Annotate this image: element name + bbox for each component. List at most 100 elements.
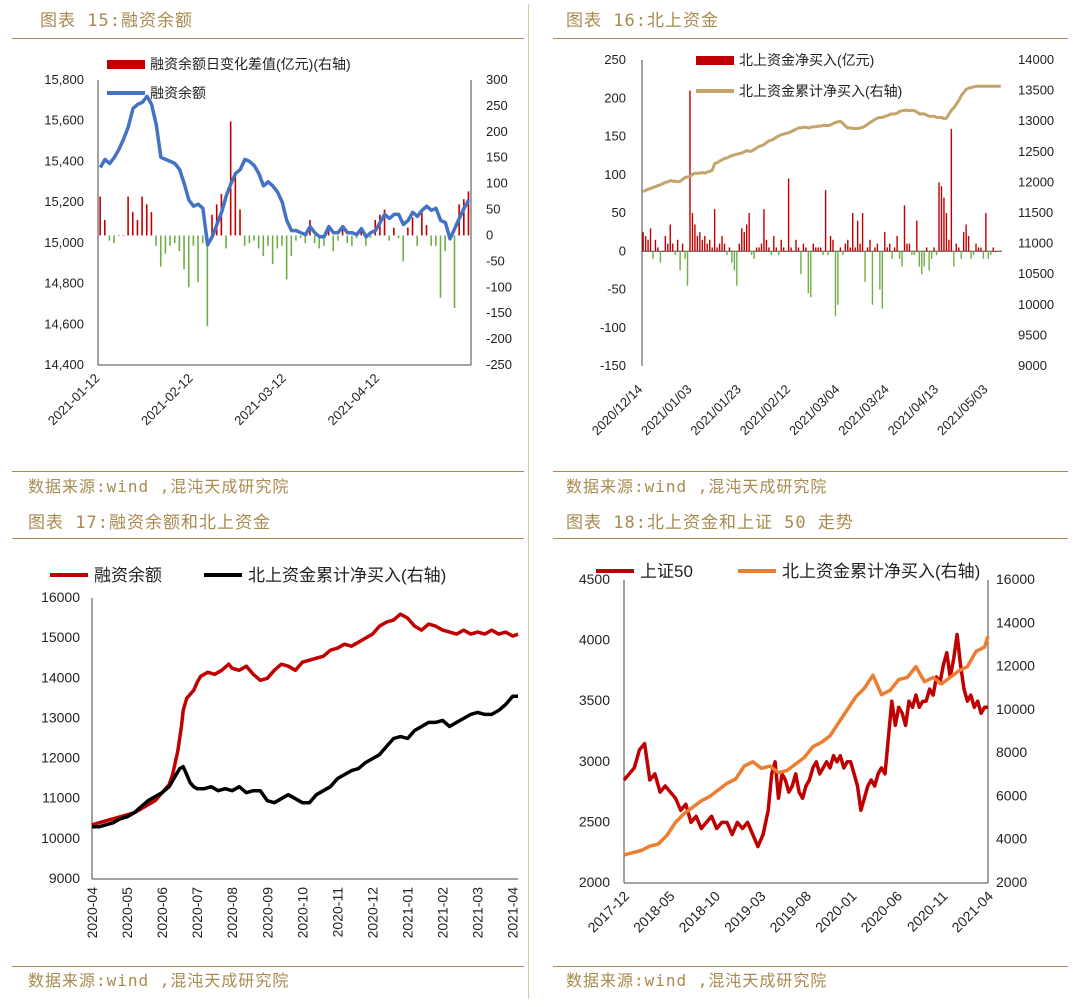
bar-day-change	[253, 235, 255, 241]
bar-day-change	[453, 235, 456, 308]
line-cumulative-net-buy	[642, 84, 1001, 193]
bar-daily-net-buy	[807, 251, 810, 294]
chart-16: -150 -100 -50 0 50 100 150 200 250 9000 9500 10000 1…	[589, 52, 1054, 439]
chart18-x-tick-label: 2018-10	[675, 888, 723, 936]
chart15-x-tick-label: 2021-03-12	[231, 371, 289, 429]
bar-daily-net-buy	[721, 235, 723, 252]
y-axis-tick-label: 13000	[41, 709, 80, 725]
bar-daily-net-buy	[906, 243, 908, 252]
chart17-x-tick-label: 2020-10	[294, 887, 310, 939]
bar-daily-net-buy	[684, 251, 686, 259]
chart-18: 2000 2500 3000 3500 4000 4500 2000 4000 6000 8000…	[579, 562, 1035, 936]
right-axis-tick-label: -250	[486, 357, 512, 372]
bar-day-change	[150, 212, 153, 236]
bar-daily-net-buy	[886, 247, 888, 252]
bar-daily-net-buy	[896, 235, 898, 252]
left-axis-tick-label: 14,600	[44, 316, 84, 331]
bar-daily-net-buy	[908, 243, 911, 252]
bar-daily-net-buy	[778, 251, 780, 256]
bar-daily-net-buy	[736, 251, 738, 286]
bar-daily-net-buy	[662, 251, 664, 252]
bar-daily-net-buy	[822, 251, 824, 256]
bar-daily-net-buy	[852, 213, 854, 252]
bar-day-change	[201, 235, 204, 244]
bar-daily-net-buy	[913, 251, 916, 256]
bar-daily-net-buy	[785, 251, 787, 252]
bar-day-change	[117, 235, 120, 236]
bar-day-change	[365, 235, 367, 246]
bar-daily-net-buy	[982, 251, 985, 259]
left-axis-tick-label: 4000	[579, 632, 610, 648]
bar-daily-net-buy	[844, 243, 847, 252]
bar-day-change	[225, 235, 227, 249]
bar-day-change	[388, 235, 391, 241]
bar-daily-net-buy	[691, 213, 694, 252]
legend-label-northbound: 北上资金累计净买入(右轴)	[248, 566, 446, 585]
bar-daily-net-buy	[827, 251, 829, 256]
bar-day-change	[341, 225, 344, 236]
panel-15-footer-rule	[12, 471, 524, 472]
bar-daily-net-buy	[837, 251, 839, 305]
chart17-x-tick-label: 2020-11	[329, 887, 345, 938]
line-margin-balance	[98, 94, 471, 247]
bar-day-change	[299, 235, 302, 239]
bar-daily-net-buy	[950, 128, 953, 252]
legend-label-bar: 北上资金净买入(亿元)	[739, 52, 874, 68]
bar-daily-net-buy	[874, 247, 876, 252]
bar-daily-net-buy	[669, 224, 671, 252]
bar-daily-net-buy	[694, 224, 696, 252]
bar-day-change	[192, 235, 195, 246]
panel-18-source: 数据来源:wind ,混沌天成研究院	[566, 971, 828, 990]
bar-day-change	[290, 235, 293, 257]
bar-daily-net-buy	[731, 251, 733, 263]
bar-daily-net-buy	[797, 247, 800, 252]
right-axis-tick-label: 11500	[1018, 205, 1053, 220]
right-axis-tick-label: 14000	[1018, 52, 1054, 67]
bar-day-change	[351, 235, 353, 246]
right-axis-tick-label: 9500	[1018, 327, 1047, 342]
right-axis-tick-label: 50	[486, 202, 500, 217]
y-axis-tick-label: 11000	[42, 790, 80, 806]
bar-day-change	[435, 235, 437, 246]
left-axis-tick-label: 50	[612, 205, 626, 220]
bar-daily-net-buy	[869, 239, 871, 252]
bar-day-change	[355, 235, 358, 239]
chart15-x-tick-label: 2021-04-12	[325, 371, 383, 429]
left-axis-tick-label: 0	[619, 243, 626, 258]
bar-day-change	[122, 235, 125, 236]
bar-daily-net-buy	[674, 251, 676, 256]
bar-day-change	[463, 199, 465, 236]
bar-day-change	[425, 225, 428, 236]
chart17-x-tick-label: 2021-04	[505, 887, 521, 939]
panel-18-header: 图表 18:北上资金和上证 50 走势	[566, 513, 854, 533]
bar-daily-net-buy	[970, 251, 972, 259]
bar-daily-net-buy	[925, 247, 928, 252]
bar-daily-net-buy	[699, 232, 701, 252]
chart17-x-tick-label: 2020-09	[259, 887, 275, 939]
bar-daily-net-buy	[918, 251, 920, 267]
bar-day-change	[136, 219, 139, 236]
right-axis-tick-label: 10000	[1018, 297, 1054, 312]
bar-daily-net-buy	[987, 251, 990, 259]
y-axis-tick-label: 16000	[41, 589, 80, 605]
bar-daily-net-buy	[945, 213, 948, 252]
bar-daily-net-buy	[723, 243, 726, 252]
left-axis-tick-label: 2500	[579, 813, 610, 829]
bar-day-change	[239, 209, 241, 236]
bar-day-change	[215, 204, 218, 236]
chart16-x-tick-label: 2021/02/12	[737, 382, 794, 439]
bar-daily-net-buy	[819, 247, 822, 252]
bar-daily-net-buy	[652, 251, 654, 259]
bar-daily-net-buy	[642, 232, 644, 252]
bar-daily-net-buy	[911, 251, 913, 256]
bar-day-change	[285, 235, 288, 280]
right-axis-tick-label: 0	[486, 227, 493, 242]
panel-16-header: 图表 16:北上资金	[566, 11, 719, 31]
bar-daily-net-buy	[686, 251, 689, 286]
bar-day-change	[145, 204, 148, 236]
bar-daily-net-buy	[696, 235, 699, 252]
bar-daily-net-buy	[812, 243, 814, 252]
right-axis-tick-label: 6000	[996, 787, 1027, 803]
bar-daily-net-buy	[990, 251, 992, 256]
panel-15-header: 图表 15:融资余额	[40, 11, 193, 31]
